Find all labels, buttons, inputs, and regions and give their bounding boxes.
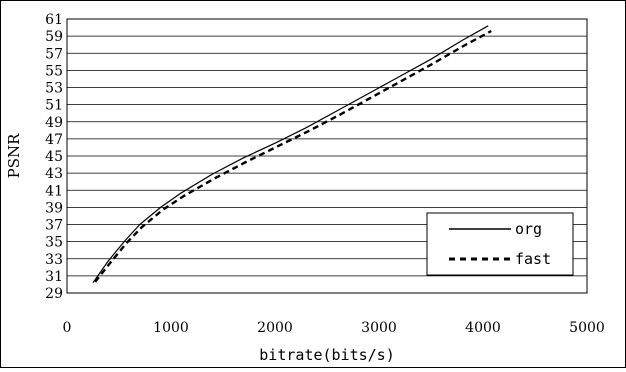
y-tick-label: 35: [45, 235, 63, 251]
x-tick-labels: 0 1000 2000 3000 4000 5000: [63, 320, 605, 336]
y-tick-label: 29: [45, 286, 63, 302]
series-line-org: [92, 25, 489, 284]
x-axis-label: bitrate(bits/s): [259, 346, 394, 364]
legend-label-fast: fast: [515, 250, 551, 268]
legend: org fast: [426, 212, 574, 276]
x-tick-label: 1000: [153, 320, 189, 336]
legend-box: [426, 212, 574, 276]
plot-area-border: [66, 18, 588, 294]
series-layer: [92, 25, 492, 284]
y-tick-label: 37: [45, 218, 63, 234]
y-tick-label: 51: [45, 98, 63, 114]
x-tick-label: 4000: [465, 320, 501, 336]
x-tick-label: 2000: [257, 320, 293, 336]
y-tick-label: 39: [45, 200, 63, 216]
y-tick-label: 45: [45, 149, 63, 165]
y-tick-label: 49: [45, 115, 63, 131]
legend-label-org: org: [515, 220, 542, 238]
x-tick-label: 3000: [361, 320, 397, 336]
y-tick-label: 57: [45, 46, 63, 62]
y-tick-label: 33: [45, 252, 63, 268]
x-tick-label: 5000: [569, 320, 605, 336]
y-axis-label: PSNR: [5, 133, 23, 178]
y-tick-label: 43: [45, 166, 63, 182]
y-tick-label: 59: [45, 29, 63, 45]
x-tick-label: 0: [63, 320, 72, 336]
series-line-fast: [94, 29, 492, 283]
y-tick-label: 53: [45, 81, 63, 97]
y-tick-label: 31: [45, 269, 63, 285]
y-tick-label: 41: [45, 183, 63, 199]
y-tick-label: 55: [45, 63, 63, 79]
y-tick-label: 61: [45, 12, 63, 28]
y-tick-label: 47: [45, 132, 63, 148]
